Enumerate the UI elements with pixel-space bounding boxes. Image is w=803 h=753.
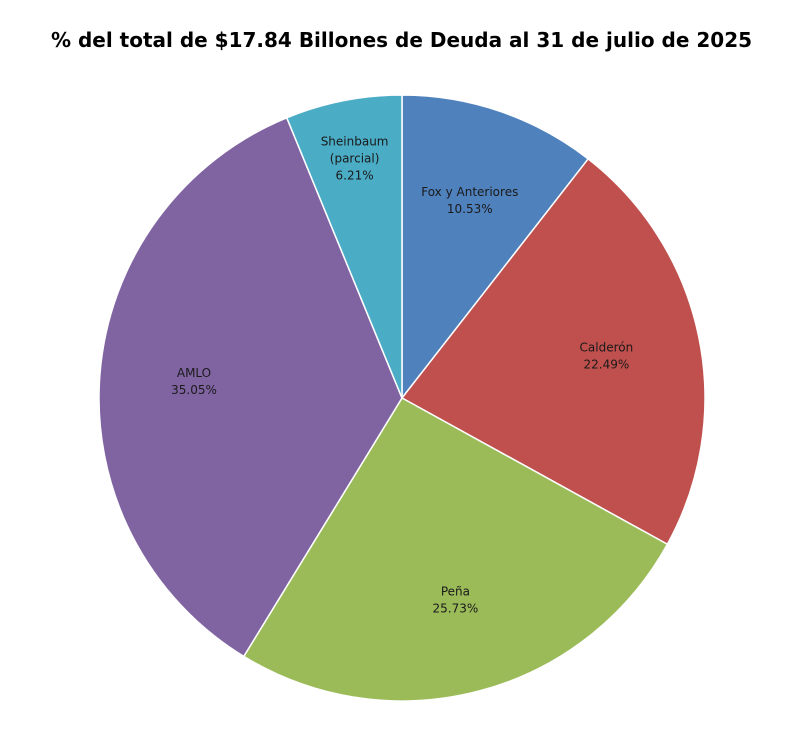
slice-label-amlo: AMLO 35.05%	[171, 366, 217, 397]
slice-label-fox-y-anteriores: Fox y Anteriores 10.53%	[421, 185, 518, 216]
pie-slice-amlo	[98, 116, 403, 658]
pie-slice-pena	[242, 396, 669, 702]
pie-slice-sheinbaum-parcial	[285, 94, 403, 399]
slice-name-label: Sheinbaum	[321, 134, 389, 148]
slice-name-label: (parcial)	[330, 151, 380, 165]
pie-slice-fox-y-anteriores	[401, 94, 590, 401]
slice-name-label: Calderón	[580, 341, 634, 355]
slice-value-label: 35.05%	[171, 383, 217, 397]
slices-layer	[98, 94, 706, 702]
slice-label-sheinbaum-parcial: Sheinbaum (parcial) 6.21%	[321, 134, 389, 182]
slice-value-label: 6.21%	[336, 168, 374, 182]
slice-name-label: AMLO	[177, 366, 211, 380]
slice-label-calderon: Calderón 22.49%	[580, 341, 634, 372]
labels-layer: Fox y Anteriores 10.53% Calderón 22.49% Peña…	[171, 134, 633, 615]
slice-value-label: 10.53%	[447, 202, 493, 216]
chart-title: % del total de $17.84 Billones de Deuda …	[50, 28, 753, 52]
slice-name-label: Peña	[441, 584, 470, 598]
slice-name-label: Fox y Anteriores	[421, 185, 518, 199]
slice-value-label: 25.73%	[433, 601, 479, 615]
slice-value-label: 22.49%	[584, 358, 630, 372]
slice-label-pena: Peña 25.73%	[433, 584, 479, 615]
pie-slice-calderon	[400, 157, 706, 546]
